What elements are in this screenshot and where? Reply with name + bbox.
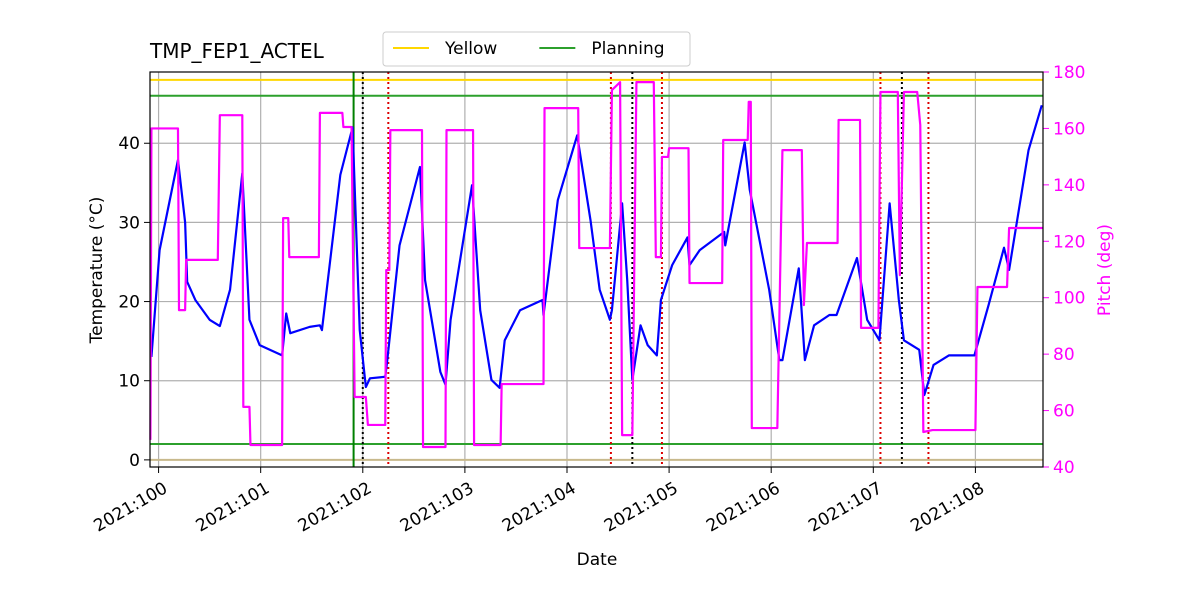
y2-tick-label: 180 bbox=[1053, 63, 1085, 83]
y-tick-label: 30 bbox=[118, 213, 140, 233]
y2-tick-label: 120 bbox=[1053, 232, 1085, 252]
y2-tick-label: 140 bbox=[1053, 176, 1085, 196]
y-tick-label: 10 bbox=[118, 372, 140, 392]
legend-box bbox=[382, 31, 691, 67]
chart-title: TMP_FEP1_ACTEL bbox=[149, 39, 325, 63]
y-tick-label: 40 bbox=[118, 134, 140, 154]
y2-tick-label: 60 bbox=[1053, 402, 1075, 422]
data-line bbox=[149, 81, 1043, 449]
x-axis-label: Date bbox=[577, 550, 618, 570]
y-tick-label: 0 bbox=[129, 451, 140, 471]
legend-label: Planning bbox=[591, 39, 664, 59]
y2-tick-label: 100 bbox=[1053, 289, 1085, 309]
plot-frame bbox=[149, 71, 1044, 468]
y-axis-label: Temperature (°C) bbox=[87, 197, 107, 345]
y2-tick-label: 40 bbox=[1053, 458, 1075, 478]
legend-label: Yellow bbox=[444, 39, 497, 59]
data-line bbox=[150, 104, 1043, 397]
y2-tick-label: 160 bbox=[1053, 119, 1085, 139]
y2-tick-label: 80 bbox=[1053, 345, 1075, 365]
y2-axis-label: Pitch (deg) bbox=[1095, 224, 1115, 316]
y-tick-label: 20 bbox=[118, 293, 140, 313]
